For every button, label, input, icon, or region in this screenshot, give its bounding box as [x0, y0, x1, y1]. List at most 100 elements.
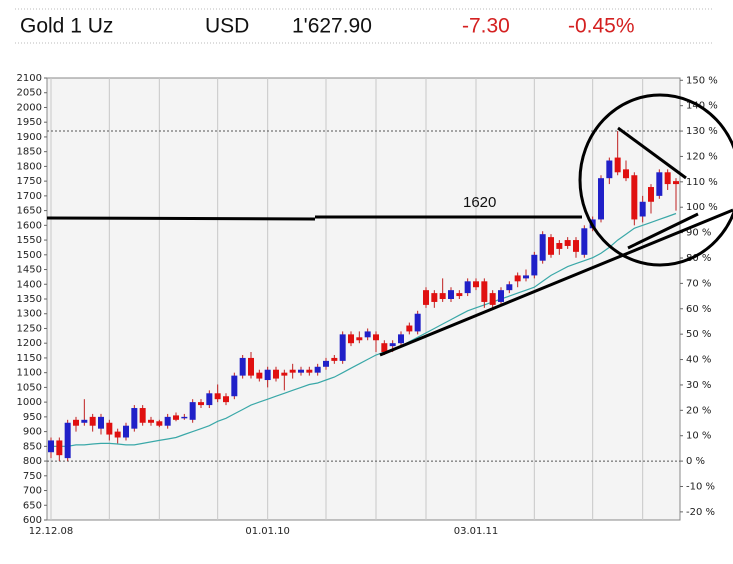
candle-body [423, 290, 429, 305]
y-tick-label: 1100 [17, 368, 42, 379]
candle-body [156, 421, 163, 426]
y-tick-label: 1250 [17, 323, 42, 334]
price: 1'627.90 [292, 15, 372, 38]
support-line [46, 216, 316, 221]
candle-body [314, 366, 321, 373]
trend-line [379, 208, 733, 357]
candle-body [98, 416, 104, 429]
change: -7.30 [462, 15, 510, 38]
y-tick-label: 1000 [17, 397, 42, 408]
y-tick-label: 1300 [17, 309, 42, 320]
y-tick-label: 1150 [17, 353, 42, 364]
candle-body [631, 175, 638, 220]
candle-body [373, 334, 379, 341]
x-tick-label: 12.12.08 [29, 526, 74, 537]
candle-body [489, 293, 496, 305]
y-tick-label: 750 [23, 471, 42, 482]
y2-tick-label: 90 % [686, 228, 711, 239]
y-tick-label: 650 [23, 500, 42, 511]
candle-body [473, 281, 479, 288]
y-tick-label: 1050 [17, 382, 42, 393]
annotations: 1620 [46, 93, 733, 357]
y-tick-label: 1350 [17, 294, 42, 305]
y-tick-label: 1700 [17, 191, 42, 202]
candle-body [164, 416, 171, 426]
candle-body [73, 419, 79, 426]
candle-body [389, 343, 396, 347]
candle-body [298, 369, 304, 373]
y2-tick-label: 60 % [686, 304, 711, 315]
candle-body [223, 396, 229, 403]
candle-body [656, 172, 663, 196]
y-tick-label: 1200 [17, 338, 42, 349]
x-tick-label: 01.01.10 [245, 526, 290, 537]
highlight-circle [578, 93, 733, 267]
candle-body [398, 334, 404, 344]
candle-body [189, 402, 196, 420]
candle-body [481, 281, 488, 302]
y-tick-label: 1750 [17, 176, 42, 187]
y2-tick-label: -10 % [686, 481, 715, 492]
y-tick-label: 1400 [17, 279, 42, 290]
candle-body [573, 240, 579, 252]
candle-body [323, 360, 329, 367]
candle-body [639, 201, 646, 217]
candle-body [431, 293, 438, 302]
candle-body [581, 228, 588, 255]
candle-body [123, 425, 129, 438]
y-tick-label: 1450 [17, 265, 42, 276]
y-tick-label: 700 [23, 486, 42, 497]
y-tick-label: 1950 [17, 117, 42, 128]
candle-body [556, 243, 563, 249]
candle-body [339, 334, 346, 361]
candle-body [173, 415, 179, 420]
triangle-line [617, 126, 687, 180]
level-label: 1620 [463, 194, 496, 211]
y2-tick-label: 80 % [686, 253, 711, 264]
candle-body [648, 187, 654, 202]
candle-body [564, 240, 571, 246]
candle-body [139, 408, 146, 423]
candle-body [264, 369, 271, 381]
y2-tick-label: 130 % [686, 126, 718, 137]
candle-body [331, 357, 338, 361]
y2-tick-label: 70 % [686, 278, 711, 289]
y-tick-label: 900 [23, 427, 42, 438]
candle-body [273, 369, 279, 379]
candle-body [214, 393, 221, 400]
y2-tick-label: 150 % [686, 75, 718, 86]
candle-body [256, 372, 263, 379]
candle-body [181, 416, 188, 419]
candle-body [48, 440, 54, 453]
instrument-name: Gold 1 Uz [20, 15, 113, 38]
plot: 600 650 700 750 800 850 900 950 1000 1050 1100 1150… [17, 73, 718, 537]
candle-body [131, 408, 138, 429]
candle-body [348, 334, 354, 344]
y-tick-label: 1800 [17, 161, 42, 172]
y2-tick-label: 10 % [686, 431, 711, 442]
y2-tick-label: 110 % [686, 177, 718, 188]
candle-body [606, 160, 613, 179]
x-tick-label: 03.01.11 [454, 526, 499, 537]
y-tick-label: 850 [23, 441, 42, 452]
y-tick-label: 1500 [17, 250, 42, 261]
candle-body [498, 290, 504, 302]
y2-tick-label: 30 % [686, 380, 711, 391]
y-tick-label: 1550 [17, 235, 42, 246]
candle-body [81, 419, 88, 423]
candle-body [514, 275, 521, 282]
candle-body [356, 337, 363, 341]
candle-body [198, 402, 204, 406]
candle-body [289, 369, 296, 373]
candle-body [623, 169, 629, 179]
candle-body [89, 416, 96, 426]
y2-tick-label: 40 % [686, 355, 711, 366]
y-tick-label: 1850 [17, 147, 42, 158]
candle-body [464, 281, 471, 294]
y2-tick-label: 100 % [686, 202, 718, 213]
y2-tick-label: 120 % [686, 151, 718, 162]
y2-tick-label: 20 % [686, 405, 711, 416]
y-tick-label: 950 [23, 412, 42, 423]
y-tick-label: 1900 [17, 132, 42, 143]
